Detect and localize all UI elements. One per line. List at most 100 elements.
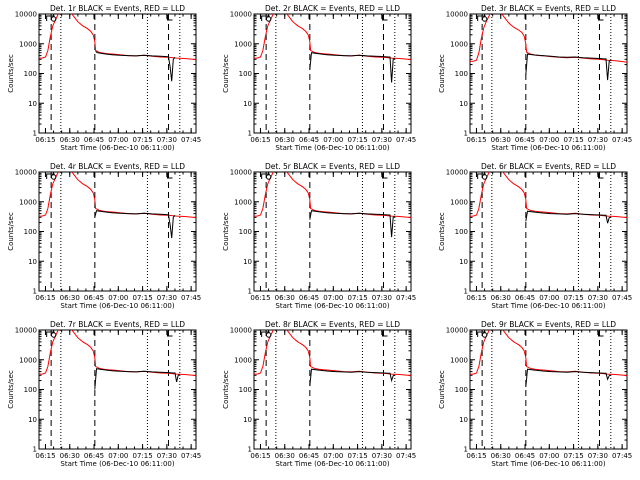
plot-area xyxy=(469,13,628,134)
x-tick-label: 07:00 xyxy=(539,452,559,460)
y-tick-label: 10000 xyxy=(446,327,468,335)
x-tick-label: 07:15 xyxy=(347,294,367,302)
chart-panel-7: Det. 7r BLACK = Events, RED = LLD 1 10 100 1… xyxy=(7,320,201,468)
x-tick-label: 07:45 xyxy=(396,294,416,302)
annotation-bracket-icon xyxy=(46,331,55,337)
series-events xyxy=(525,368,612,388)
chart-title: Det. 1r BLACK = Events, RED = LLD xyxy=(50,4,185,13)
x-axis-label: Start Time (06-Dec-10 06:11:00) xyxy=(491,302,605,310)
x-tick-label: 07:00 xyxy=(108,294,128,302)
y-tick-label: 10000 xyxy=(446,11,468,19)
y-tick-label: 10 xyxy=(243,258,252,266)
x-tick-label: 07:30 xyxy=(157,136,177,144)
x-tick-label: 06:30 xyxy=(60,136,80,144)
x-tick-label: 07:30 xyxy=(372,294,392,302)
y-axis-label: Counts/sec xyxy=(438,212,446,251)
x-tick-label: 06:15 xyxy=(466,136,486,144)
x-tick-label: 06:15 xyxy=(35,294,55,302)
y-tick-label: 10000 xyxy=(15,327,37,335)
x-tick-label: 07:15 xyxy=(347,452,367,460)
x-tick-label: 07:45 xyxy=(396,452,416,460)
chart-panel-4: Det. 4r BLACK = Events, RED = LLD 1 10 100 1… xyxy=(7,162,201,310)
x-tick-label: 07:15 xyxy=(132,136,152,144)
y-tick-label: 10000 xyxy=(230,11,252,19)
x-tick-label: 07:15 xyxy=(563,136,583,144)
annotation-circle-icon xyxy=(265,16,272,22)
y-tick-label: 10 xyxy=(243,100,252,108)
plot-area xyxy=(38,171,197,292)
series-lld xyxy=(254,172,411,219)
y-tick-label: 1 xyxy=(33,288,37,296)
y-axis-label: Counts/sec xyxy=(438,370,446,409)
y-tick-label: 10 xyxy=(243,416,252,424)
y-tick-label: 10 xyxy=(28,416,37,424)
annotation-bracket-icon xyxy=(46,173,55,179)
annotation-bracket-icon xyxy=(381,173,388,179)
annotation-bracket-icon xyxy=(166,15,173,21)
x-tick-label: 06:30 xyxy=(275,452,295,460)
x-tick-label: 07:30 xyxy=(157,452,177,460)
y-tick-label: 1000 xyxy=(234,40,252,48)
series-events xyxy=(309,210,396,238)
annotation-circle-icon xyxy=(265,332,272,338)
x-tick-label: 06:30 xyxy=(60,452,80,460)
x-tick-label: 06:45 xyxy=(84,452,104,460)
x-tick-label: 06:45 xyxy=(299,452,319,460)
chart-panel-3: Det. 3r BLACK = Events, RED = LLD 1 10 100 1… xyxy=(438,4,632,152)
chart-title: Det. 7r BLACK = Events, RED = LLD xyxy=(50,320,185,329)
y-tick-label: 100 xyxy=(455,386,468,394)
x-tick-label: 06:15 xyxy=(250,452,270,460)
x-tick-label: 06:45 xyxy=(515,452,535,460)
x-tick-label: 07:45 xyxy=(612,136,632,144)
x-tick-label: 07:45 xyxy=(396,136,416,144)
x-tick-label: 07:45 xyxy=(612,294,632,302)
x-tick-label: 06:45 xyxy=(84,136,104,144)
annotation-bracket-icon xyxy=(381,331,388,337)
chart-panel-5: Det. 5r BLACK = Events, RED = LLD 1 10 100 1… xyxy=(222,162,416,310)
x-axis-label: Start Time (06-Dec-10 06:11:00) xyxy=(275,460,389,468)
y-tick-label: 1 xyxy=(248,130,252,138)
annotation-bracket-icon xyxy=(261,15,270,21)
series-lld xyxy=(39,330,196,377)
annotation-circle-icon xyxy=(50,332,57,338)
x-tick-label: 06:30 xyxy=(491,136,511,144)
x-tick-label: 07:00 xyxy=(323,452,343,460)
y-tick-label: 10000 xyxy=(15,11,37,19)
x-tick-label: 06:15 xyxy=(250,136,270,144)
y-tick-label: 1 xyxy=(33,446,37,454)
plot-area xyxy=(253,171,412,292)
annotation-circle-icon xyxy=(481,16,488,22)
annotation-bracket-icon xyxy=(166,331,173,337)
y-tick-label: 10 xyxy=(459,416,468,424)
chart-title: Det. 2r BLACK = Events, RED = LLD xyxy=(265,4,400,13)
plot-area xyxy=(253,329,412,450)
x-tick-label: 07:00 xyxy=(108,452,128,460)
y-axis-label: Counts/sec xyxy=(7,54,15,93)
y-axis-label: Counts/sec xyxy=(7,212,15,251)
x-tick-label: 06:45 xyxy=(515,294,535,302)
plot-area xyxy=(38,329,197,450)
annotation-bracket-icon xyxy=(597,331,604,337)
y-tick-label: 10 xyxy=(459,258,468,266)
chart-panel-6: Det. 6r BLACK = Events, RED = LLD 1 10 100 1… xyxy=(438,162,632,310)
x-tick-label: 07:45 xyxy=(181,136,201,144)
annotation-bracket-icon xyxy=(166,173,173,179)
plot-area xyxy=(469,171,628,292)
x-tick-label: 06:15 xyxy=(466,294,486,302)
x-axis-label: Start Time (06-Dec-10 06:11:00) xyxy=(275,302,389,310)
chart-panel-2: Det. 2r BLACK = Events, RED = LLD 1 10 100 1… xyxy=(222,4,416,152)
y-axis-label: Counts/sec xyxy=(222,370,230,409)
y-tick-label: 100 xyxy=(239,386,252,394)
y-tick-label: 1000 xyxy=(450,356,468,364)
x-tick-label: 07:00 xyxy=(539,136,559,144)
annotation-bracket-icon xyxy=(477,331,486,337)
series-events xyxy=(525,210,612,224)
x-tick-label: 07:45 xyxy=(612,452,632,460)
x-tick-label: 06:30 xyxy=(60,294,80,302)
chart-title: Det. 9r BLACK = Events, RED = LLD xyxy=(481,320,616,329)
x-tick-label: 07:45 xyxy=(181,452,201,460)
y-tick-label: 1000 xyxy=(19,198,37,206)
x-tick-label: 06:30 xyxy=(491,452,511,460)
chart-title: Det. 3r BLACK = Events, RED = LLD xyxy=(481,4,616,13)
